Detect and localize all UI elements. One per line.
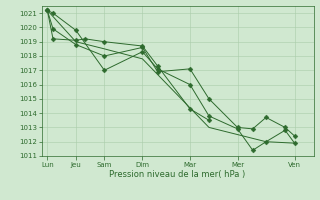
X-axis label: Pression niveau de la mer( hPa ): Pression niveau de la mer( hPa )	[109, 170, 246, 179]
